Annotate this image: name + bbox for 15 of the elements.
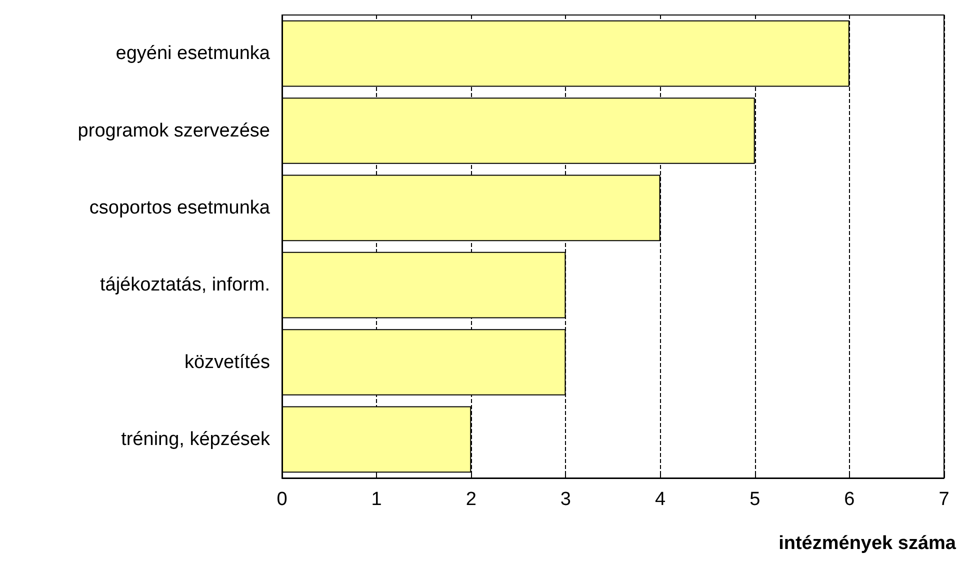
x-tick-label: 0 bbox=[276, 489, 288, 510]
y-tick-label: egyéni esetmunka bbox=[116, 43, 270, 64]
x-tick-label: 4 bbox=[654, 489, 666, 510]
y-tick-label: csoportos esetmunka bbox=[89, 197, 270, 218]
y-tick-label: tájékoztatás, inform. bbox=[100, 274, 270, 296]
y-tick-label: tréning, képzések bbox=[121, 428, 270, 450]
x-tick-label: 5 bbox=[750, 489, 760, 510]
x-tick-label: 3 bbox=[560, 489, 572, 510]
x-tick-label: 7 bbox=[938, 489, 950, 510]
x-tick-label: 1 bbox=[371, 489, 382, 510]
x-tick-label: 6 bbox=[844, 489, 855, 510]
x-tick-label: 2 bbox=[466, 489, 476, 510]
y-tick-label: közvetítés bbox=[184, 352, 270, 373]
y-tick-label: programok szervezése bbox=[78, 120, 270, 142]
x-axis-title: intézmények száma bbox=[778, 533, 956, 554]
